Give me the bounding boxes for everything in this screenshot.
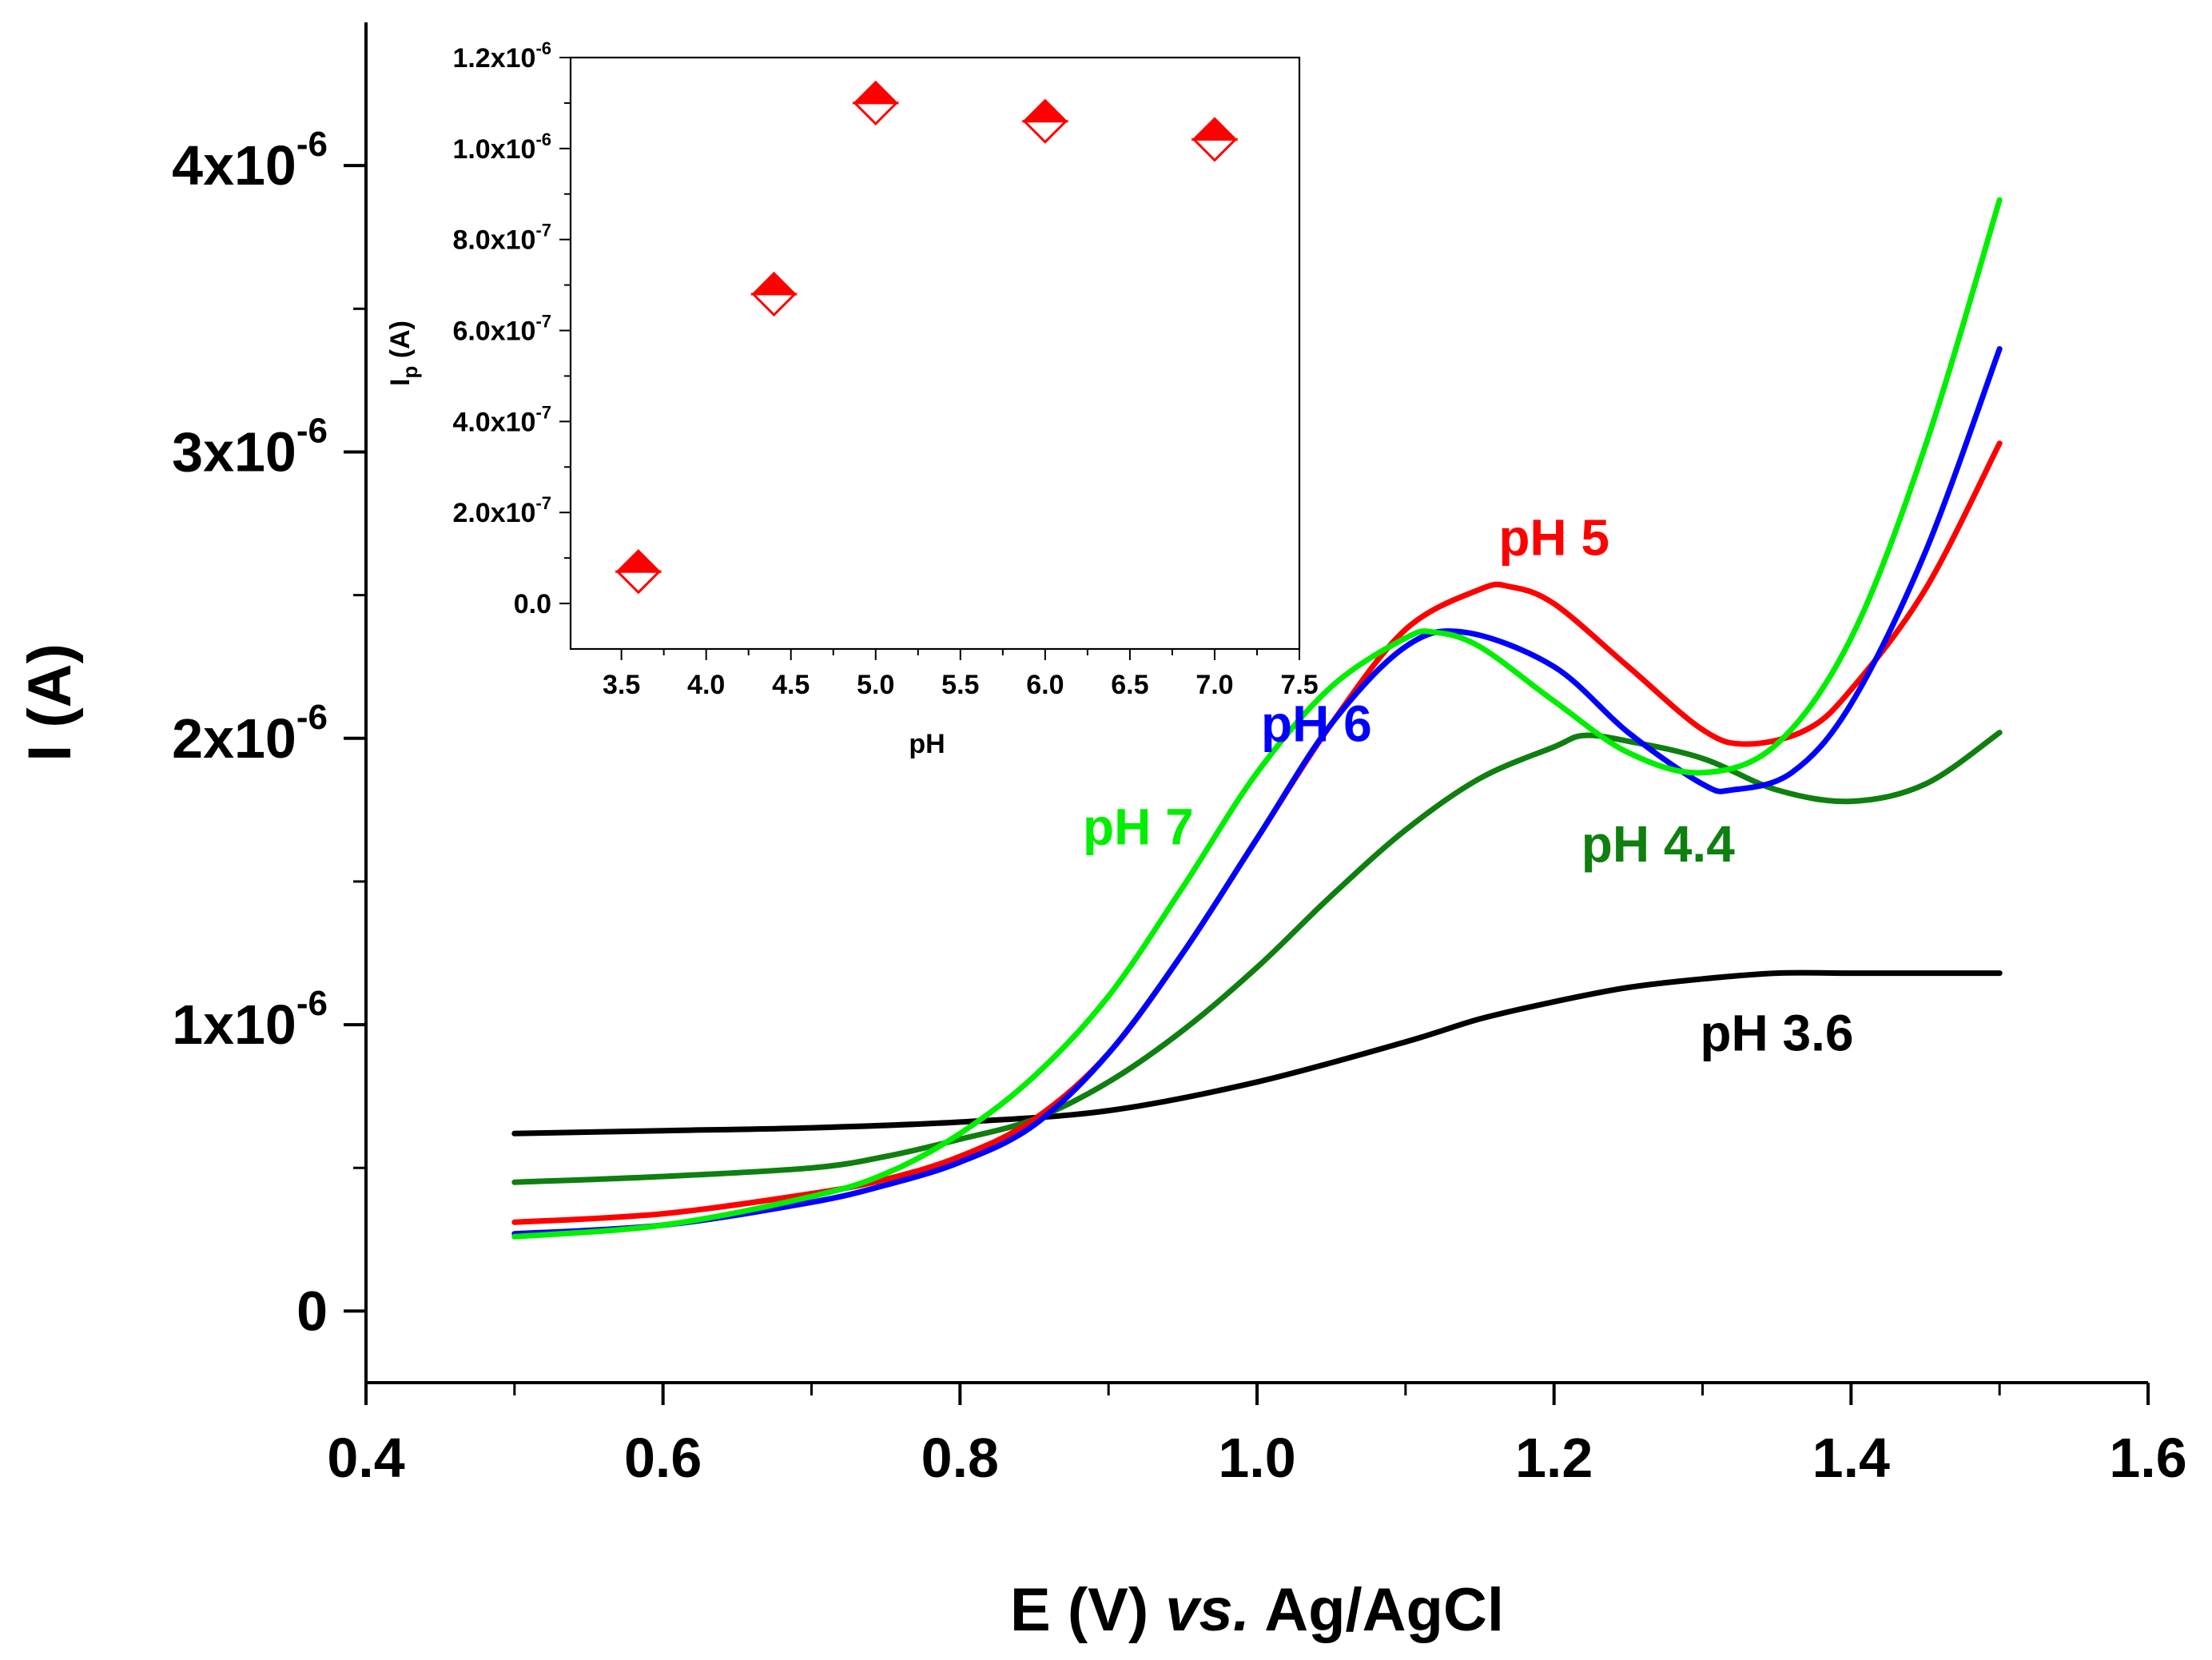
inset-y-tick-label: 1.2x10-6 [452, 38, 551, 74]
inset-x-tick-label: 4.5 [772, 670, 810, 700]
x-title-part: Ag/AgCl [1250, 1576, 1504, 1644]
inset-x-axis-title: pH [909, 729, 945, 759]
inset-x-tick-label: 7.0 [1196, 670, 1233, 700]
inset-plot: 3.5 4.0 4.5 5.0 5.5 6.0 6.5 7.0 7.50.02.0x10-74.… [385, 38, 1319, 759]
inset-y-tick-exponent: -7 [535, 312, 551, 332]
inset-y-tick-exponent: -6 [535, 38, 551, 58]
inset-y-tick-label: 2.0x10-7 [452, 493, 551, 528]
series-label: pH 7 [1083, 798, 1194, 855]
main-x-tick-label: 1.4 [1812, 1427, 1890, 1489]
main-y-tick-mantissa: 0 [296, 1280, 328, 1342]
series-label: pH 6 [1261, 695, 1372, 752]
inset-y-tick-mantissa: 0.0 [514, 589, 551, 619]
main-x-tick-label: 1.0 [1218, 1427, 1295, 1489]
inset-x-tick-label: 7.5 [1280, 670, 1318, 700]
main-x-tick-label: 0.4 [327, 1427, 404, 1489]
inset-y-title-part: I [385, 379, 416, 386]
inset-data-point [1191, 117, 1239, 162]
main-y-tick-label: 1x10-6 [172, 984, 328, 1056]
series-line-pH-4_4 [511, 730, 2003, 1185]
inset-y-tick-exponent: -7 [535, 402, 551, 422]
main-y-tick-label: 2x10-6 [172, 698, 328, 770]
inset-y-tick-mantissa: 6.0x10 [452, 316, 535, 347]
main-x-tick-label: 0.8 [921, 1427, 999, 1489]
inset-y-tick-label: 4.0x10-7 [452, 402, 551, 437]
series-label: pH 5 [1498, 508, 1609, 566]
main-y-tick-exponent: -6 [296, 698, 328, 737]
inset-y-title-part: p [398, 366, 422, 379]
inset-x-tick-label: 6.5 [1111, 670, 1148, 700]
marker-bottom-half [615, 570, 662, 595]
series-line-pH-7 [511, 197, 2003, 1240]
inset-x-tick-label: 5.5 [941, 670, 979, 700]
main-plot: 0.4 0.6 0.8 1.0 1.2 1.4 1.601x10-62x10-63x10-6… [16, 22, 2187, 1644]
inset-y-axis-title: Ip (A) [385, 320, 422, 386]
series-line-pH-3_6 [511, 969, 2003, 1137]
inset-y-tick-label: 6.0x10-7 [452, 312, 551, 347]
inset-data-point [1021, 98, 1069, 144]
inset-data-point [615, 549, 662, 595]
inset-y-tick-mantissa: 2.0x10 [452, 498, 535, 528]
main-y-tick-exponent: -6 [296, 984, 328, 1023]
marker-bottom-half [852, 102, 900, 126]
inset-y-tick-exponent: -7 [535, 221, 551, 241]
main-x-tick-label: 0.6 [624, 1427, 702, 1489]
marker-bottom-half [1191, 137, 1239, 162]
inset-y-tick-exponent: -7 [535, 493, 551, 513]
main-x-axis-title: E (V) vs. Ag/AgCl [1010, 1576, 1504, 1644]
inset-y-tick-mantissa: 1.0x10 [452, 134, 535, 165]
inset-x-tick-label: 3.5 [603, 670, 640, 700]
series-label: pH 4.4 [1581, 815, 1735, 873]
series-line-pH-6 [511, 346, 2003, 1237]
main-y-tick-mantissa: 2x10 [172, 707, 296, 770]
inset-y-tick-mantissa: 4.0x10 [452, 407, 535, 437]
x-title-part: E (V) [1010, 1576, 1165, 1644]
inset-x-tick-label: 5.0 [857, 670, 894, 700]
inset-y-tick-label: 8.0x10-7 [452, 221, 551, 256]
inset-y-tick-exponent: -6 [535, 129, 551, 149]
inset-y-title-part: (A) [385, 320, 416, 366]
inset-y-tick-mantissa: 8.0x10 [452, 225, 535, 256]
main-y-tick-exponent: -6 [296, 125, 328, 164]
main-y-tick-exponent: -6 [296, 411, 328, 450]
marker-bottom-half [750, 293, 798, 317]
inset-x-tick-label: 4.0 [687, 670, 725, 700]
inset-data-point [750, 271, 798, 317]
inset-frame [569, 56, 1301, 651]
main-y-tick-mantissa: 1x10 [172, 993, 296, 1056]
marker-bottom-half [1021, 120, 1069, 144]
inset-y-tick-mantissa: 1.2x10 [452, 43, 535, 74]
main-y-tick-label: 0 [296, 1280, 328, 1342]
inset-x-tick-label: 6.0 [1026, 670, 1064, 700]
inset-data-point [852, 80, 900, 126]
main-y-tick-mantissa: 4x10 [172, 134, 296, 197]
inset-y-tick-label: 0.0 [514, 589, 551, 619]
main-y-tick-label: 4x10-6 [172, 125, 328, 197]
series-label: pH 3.6 [1700, 1004, 1853, 1061]
inset-y-tick-label: 1.0x10-6 [452, 129, 551, 165]
main-y-tick-label: 3x10-6 [172, 411, 328, 483]
main-y-tick-mantissa: 3x10 [172, 420, 296, 483]
x-title-part: vs. [1165, 1576, 1250, 1644]
main-y-axis-title: I (A) [16, 643, 84, 762]
main-x-tick-label: 1.2 [1515, 1427, 1593, 1489]
main-x-tick-label: 1.6 [2109, 1427, 2186, 1489]
